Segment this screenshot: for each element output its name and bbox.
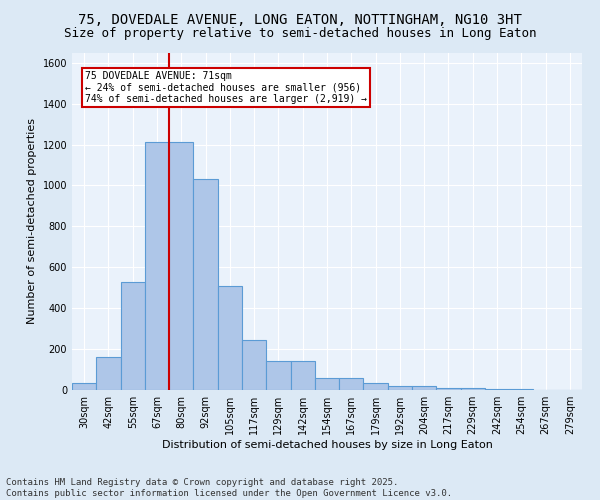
Bar bbox=[412, 386, 436, 390]
Bar bbox=[266, 362, 290, 390]
Bar bbox=[242, 340, 266, 390]
Bar bbox=[218, 286, 242, 390]
Y-axis label: Number of semi-detached properties: Number of semi-detached properties bbox=[27, 118, 37, 324]
Bar bbox=[436, 388, 461, 390]
Bar bbox=[72, 383, 96, 390]
Text: Contains HM Land Registry data © Crown copyright and database right 2025.
Contai: Contains HM Land Registry data © Crown c… bbox=[6, 478, 452, 498]
Bar bbox=[315, 378, 339, 390]
Bar bbox=[339, 378, 364, 390]
Bar bbox=[290, 362, 315, 390]
Bar bbox=[169, 142, 193, 390]
Bar bbox=[145, 142, 169, 390]
Text: 75 DOVEDALE AVENUE: 71sqm
← 24% of semi-detached houses are smaller (956)
74% of: 75 DOVEDALE AVENUE: 71sqm ← 24% of semi-… bbox=[85, 71, 367, 104]
Bar bbox=[121, 282, 145, 390]
Bar bbox=[193, 180, 218, 390]
Bar bbox=[388, 386, 412, 390]
Bar bbox=[96, 358, 121, 390]
Bar bbox=[364, 383, 388, 390]
Text: Size of property relative to semi-detached houses in Long Eaton: Size of property relative to semi-detach… bbox=[64, 28, 536, 40]
X-axis label: Distribution of semi-detached houses by size in Long Eaton: Distribution of semi-detached houses by … bbox=[161, 440, 493, 450]
Bar bbox=[461, 388, 485, 390]
Bar bbox=[485, 389, 509, 390]
Text: 75, DOVEDALE AVENUE, LONG EATON, NOTTINGHAM, NG10 3HT: 75, DOVEDALE AVENUE, LONG EATON, NOTTING… bbox=[78, 12, 522, 26]
